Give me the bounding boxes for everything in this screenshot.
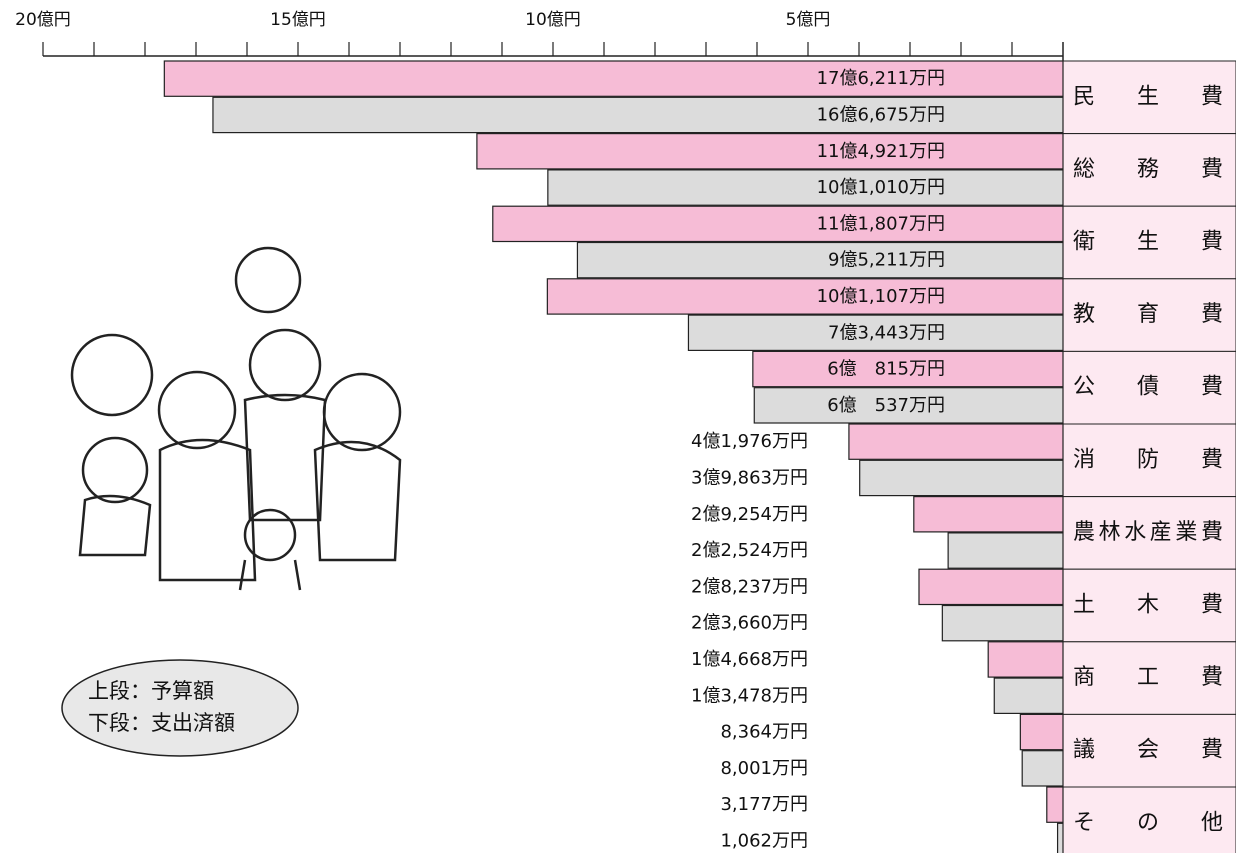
value-label: 1億3,478万円 — [691, 685, 808, 706]
bar — [1056, 822, 1064, 853]
bar — [687, 314, 1064, 352]
bar — [993, 677, 1064, 714]
value-label: 1億4,668万円 — [691, 649, 808, 670]
category-cell — [1062, 278, 1236, 352]
value-label: 10億1,107万円 — [817, 286, 945, 307]
value-label: 17億6,211万円 — [817, 68, 945, 89]
category-cell — [1062, 786, 1236, 853]
value-label: 16億6,675万円 — [817, 104, 945, 125]
value-label: 3,177万円 — [720, 794, 808, 815]
bar — [212, 96, 1064, 134]
bar — [987, 641, 1064, 678]
category-cell — [1062, 713, 1236, 788]
x-tick-label: 5億円 — [786, 10, 831, 30]
x-tick-label: 20億円 — [15, 10, 71, 30]
value-label: 1,062万円 — [720, 830, 808, 851]
value-label: 3億9,863万円 — [691, 467, 808, 488]
bar — [1019, 713, 1064, 751]
category-cell — [1062, 423, 1236, 498]
bar — [859, 459, 1064, 497]
value-label: 2億3,660万円 — [691, 613, 808, 634]
bar — [1021, 750, 1064, 787]
category-cell — [1062, 60, 1236, 135]
value-label: 4億1,976万円 — [691, 431, 808, 452]
category-cell — [1062, 350, 1236, 425]
x-tick-label: 15億円 — [270, 10, 326, 30]
bar — [492, 205, 1064, 243]
category-cell — [1062, 641, 1236, 715]
bar — [918, 568, 1064, 606]
family-illustration — [70, 246, 402, 591]
bar — [913, 496, 1064, 533]
bar — [476, 133, 1064, 170]
value-label: 2億9,254万円 — [691, 504, 808, 525]
bar — [576, 241, 1064, 279]
value-label: 11億4,921万円 — [817, 141, 945, 162]
value-label: 9億5,211万円 — [828, 250, 945, 271]
value-label: 7億3,443万円 — [828, 322, 945, 343]
value-label: 2億8,237万円 — [691, 576, 808, 597]
value-label: 8,364万円 — [720, 722, 808, 743]
value-label: 2億2,524万円 — [691, 540, 808, 561]
legend-label: 下段：支出済額 — [88, 711, 235, 735]
bar — [753, 387, 1064, 424]
x-tick-label: 10億円 — [525, 10, 581, 30]
bar — [848, 423, 1064, 460]
category-cell — [1062, 496, 1236, 570]
value-label: 8,001万円 — [720, 758, 808, 779]
bar — [941, 604, 1064, 642]
value-label: 11億1,807万円 — [817, 213, 945, 234]
legend-frame — [61, 659, 299, 757]
bar — [547, 169, 1064, 206]
value-label: 6億 537万円 — [827, 395, 945, 416]
value-label: 6億 815万円 — [827, 359, 945, 380]
bar — [163, 60, 1064, 97]
category-cell — [1062, 568, 1236, 643]
value-label: 10億1,010万円 — [817, 177, 945, 198]
bar — [1046, 786, 1064, 823]
category-cell — [1062, 205, 1236, 280]
bar — [947, 532, 1064, 569]
bar — [752, 350, 1064, 388]
legend-label: 上段：予算額 — [88, 679, 214, 703]
bar — [546, 278, 1064, 315]
